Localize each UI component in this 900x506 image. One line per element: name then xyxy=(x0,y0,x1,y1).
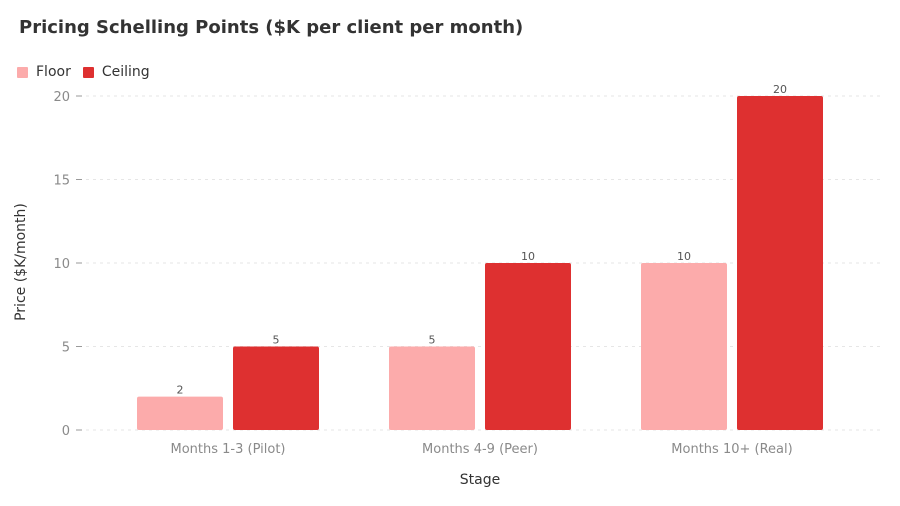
legend-item-floor[interactable]: Floor xyxy=(17,64,71,80)
data-label-ceiling-2: 10 xyxy=(521,250,535,263)
y-tick-label-20: 20 xyxy=(53,90,70,105)
x-tick-label-1: Months 1-3 (Pilot) xyxy=(171,442,286,457)
data-label-floor-1: 2 xyxy=(177,384,184,397)
legend-swatch-ceiling xyxy=(82,66,94,78)
bar-floor-1 xyxy=(137,396,223,430)
data-label-ceiling-3: 20 xyxy=(773,83,787,96)
bar-ceiling-1 xyxy=(233,346,319,430)
bar-floor-3 xyxy=(641,263,727,430)
x-tick-label-3: Months 10+ (Real) xyxy=(671,442,792,457)
y-tick-label-10: 10 xyxy=(53,257,70,272)
bar-ceiling-3 xyxy=(737,96,823,430)
data-label-ceiling-1: 5 xyxy=(273,334,280,347)
bar-floor-2 xyxy=(389,346,475,430)
data-label-floor-3: 10 xyxy=(677,250,691,263)
y-axis-title: Price ($K/month) xyxy=(13,203,29,321)
y-tick-label-15: 15 xyxy=(53,174,70,189)
legend: Floor Ceiling xyxy=(17,64,162,80)
chart-title: Pricing Schelling Points ($K per client … xyxy=(19,17,524,38)
x-axis-title: Stage xyxy=(460,472,500,488)
y-tick-label-5: 5 xyxy=(62,341,70,356)
bar-ceiling-2 xyxy=(485,263,571,430)
legend-label-floor: Floor xyxy=(36,64,71,80)
x-tick-label-2: Months 4-9 (Peer) xyxy=(422,442,538,457)
legend-item-ceiling[interactable]: Ceiling xyxy=(82,64,150,80)
legend-label-ceiling: Ceiling xyxy=(101,64,150,80)
data-label-floor-2: 5 xyxy=(429,334,436,347)
legend-swatch-floor xyxy=(17,66,28,78)
y-tick-label-0: 0 xyxy=(62,424,70,439)
